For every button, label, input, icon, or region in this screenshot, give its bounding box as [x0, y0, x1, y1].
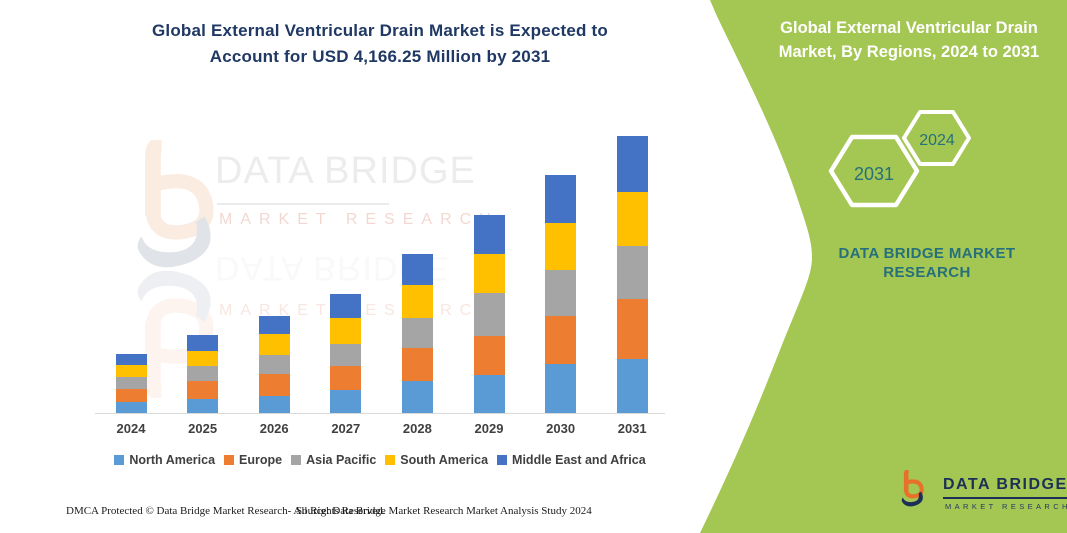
bar-2030-segment-north-america — [545, 364, 577, 413]
bar-2031 — [616, 136, 648, 413]
bar-2027-segment-asia-pacific — [330, 343, 362, 366]
legend-swatch-europe — [224, 455, 235, 465]
right-panel-brand-line1: DATA BRIDGE MARKET — [838, 245, 1016, 262]
databridge-logo: DATA BRIDGE MARKET RESEARCH — [893, 464, 1067, 524]
bar-2024-segment-middle-east-and-africa — [115, 353, 147, 365]
bar-2027-segment-south-america — [330, 317, 362, 344]
chart-title: Global External Ventricular Drain Market… — [60, 18, 700, 70]
legend-item-north-america: North America — [114, 453, 215, 467]
bar-2027 — [330, 293, 362, 413]
bar-2027-segment-europe — [330, 365, 362, 390]
legend-label-south-america: South America — [400, 453, 489, 467]
legend: North America Europe Asia Pacific South Ame… — [88, 453, 672, 467]
bar-2029-segment-middle-east-and-africa — [473, 214, 505, 255]
right-panel-brand-text: DATA BRIDGE MARKET RESEARCH — [818, 244, 1036, 282]
x-axis-label-2024: 2024 — [116, 421, 146, 436]
legend-item-asia-pacific: Asia Pacific — [291, 453, 376, 467]
legend-swatch-middle-east-and-africa — [497, 455, 508, 465]
hexagon-2031-label: 2031 — [854, 164, 894, 184]
legend-item-south-america: South America — [385, 453, 488, 467]
bar-2025 — [187, 334, 219, 413]
footer-source-text: Source: Data Bridge Market Research Mark… — [296, 505, 592, 517]
hexagon-2024 — [902, 110, 971, 166]
plot-area — [95, 130, 665, 414]
bar-2026-segment-south-america — [258, 333, 290, 355]
bar-2024-segment-south-america — [115, 364, 147, 377]
bar-2031-segment-middle-east-and-africa — [616, 136, 648, 192]
legend-swatch-north-america — [114, 455, 125, 465]
bar-2030-segment-south-america — [545, 223, 577, 271]
legend-label-north-america: North America — [129, 453, 216, 467]
bar-2028-segment-middle-east-and-africa — [401, 253, 433, 286]
legend-label-asia-pacific: Asia Pacific — [306, 453, 377, 467]
x-axis-label-2027: 2027 — [331, 421, 361, 436]
bar-2024 — [115, 353, 147, 413]
legend-label-europe: Europe — [239, 453, 283, 467]
bar-2029-segment-europe — [473, 336, 505, 375]
bar-2029-segment-asia-pacific — [473, 292, 505, 337]
bar-2031-segment-south-america — [616, 191, 648, 247]
chart-title-line2: Account for USD 4,166.25 Million by 2031 — [209, 47, 551, 66]
bar-2031-segment-north-america — [616, 358, 648, 413]
bar-2025-segment-north-america — [187, 399, 219, 413]
legend-swatch-asia-pacific — [291, 455, 302, 465]
bar-2030 — [545, 175, 577, 413]
bar-2030-segment-asia-pacific — [545, 270, 577, 317]
x-axis-label-2030: 2030 — [546, 421, 576, 436]
bar-2025-segment-asia-pacific — [187, 366, 219, 382]
bar-2026-segment-middle-east-and-africa — [258, 315, 290, 334]
legend-item-middle-east-and-africa: Middle East and Africa — [497, 453, 646, 467]
bar-2029-segment-south-america — [473, 254, 505, 293]
green-panel-shape — [700, 0, 1067, 533]
bar-2026-segment-asia-pacific — [258, 354, 290, 374]
hexagon-2024-label: 2024 — [919, 132, 955, 149]
legend-item-europe: Europe — [224, 453, 282, 467]
x-axis-label-2029: 2029 — [474, 421, 504, 436]
bar-2027-segment-middle-east-and-africa — [330, 293, 362, 318]
footer-dmca-text: DMCA Protected © Data Bridge Market Rese… — [66, 505, 386, 517]
footer: DMCA Protected © Data Bridge Market Rese… — [0, 505, 700, 525]
bar-2031-segment-asia-pacific — [616, 246, 648, 299]
hexagon-2031 — [828, 134, 920, 208]
right-panel-title-line1: Global External Ventricular Drain — [780, 19, 1038, 37]
bar-2030-segment-middle-east-and-africa — [545, 175, 577, 224]
bar-2028-segment-asia-pacific — [401, 317, 433, 348]
bar-2028-segment-south-america — [401, 285, 433, 318]
bar-2024-segment-europe — [115, 388, 147, 402]
logo-subtitle: MARKET RESEARCH — [945, 502, 1067, 511]
bar-2025-segment-middle-east-and-africa — [187, 334, 219, 352]
bar-2024-segment-asia-pacific — [115, 376, 147, 389]
right-panel-brand-line2: RESEARCH — [883, 264, 971, 281]
bar-2025-segment-south-america — [187, 351, 219, 367]
bar-2029-segment-north-america — [473, 374, 505, 413]
bar-2026-segment-europe — [258, 373, 290, 396]
bar-2026 — [258, 315, 290, 413]
bar-2031-segment-europe — [616, 298, 648, 359]
x-axis-label-2025: 2025 — [188, 421, 218, 436]
bar-2024-segment-north-america — [115, 401, 147, 413]
bar-2030-segment-europe — [545, 316, 577, 365]
bar-2028-segment-europe — [401, 347, 433, 382]
x-axis-labels: 2024 2025 2026 2027 2028 2029 2030 2031 — [95, 421, 665, 441]
chart-title-line1: Global External Ventricular Drain Market… — [152, 21, 608, 40]
bar-2025-segment-europe — [187, 381, 219, 399]
right-panel-title-line2: Market, By Regions, 2024 to 2031 — [778, 43, 1040, 61]
bar-2028 — [401, 253, 433, 413]
right-panel-title: Global External Ventricular Drain Market… — [770, 16, 1048, 64]
x-axis-label-2026: 2026 — [259, 421, 289, 436]
legend-swatch-south-america — [385, 455, 396, 465]
bar-2029 — [473, 214, 505, 413]
logo-name: DATA BRIDGE — [943, 476, 1067, 499]
x-axis-label-2028: 2028 — [402, 421, 432, 436]
bar-2026-segment-north-america — [258, 396, 290, 413]
bar-2028-segment-north-america — [401, 381, 433, 413]
x-axis-label-2031: 2031 — [617, 421, 647, 436]
bar-2027-segment-north-america — [330, 389, 362, 413]
databridge-logo-icon — [897, 470, 939, 522]
legend-label-middle-east-and-africa: Middle East and Africa — [512, 453, 646, 467]
